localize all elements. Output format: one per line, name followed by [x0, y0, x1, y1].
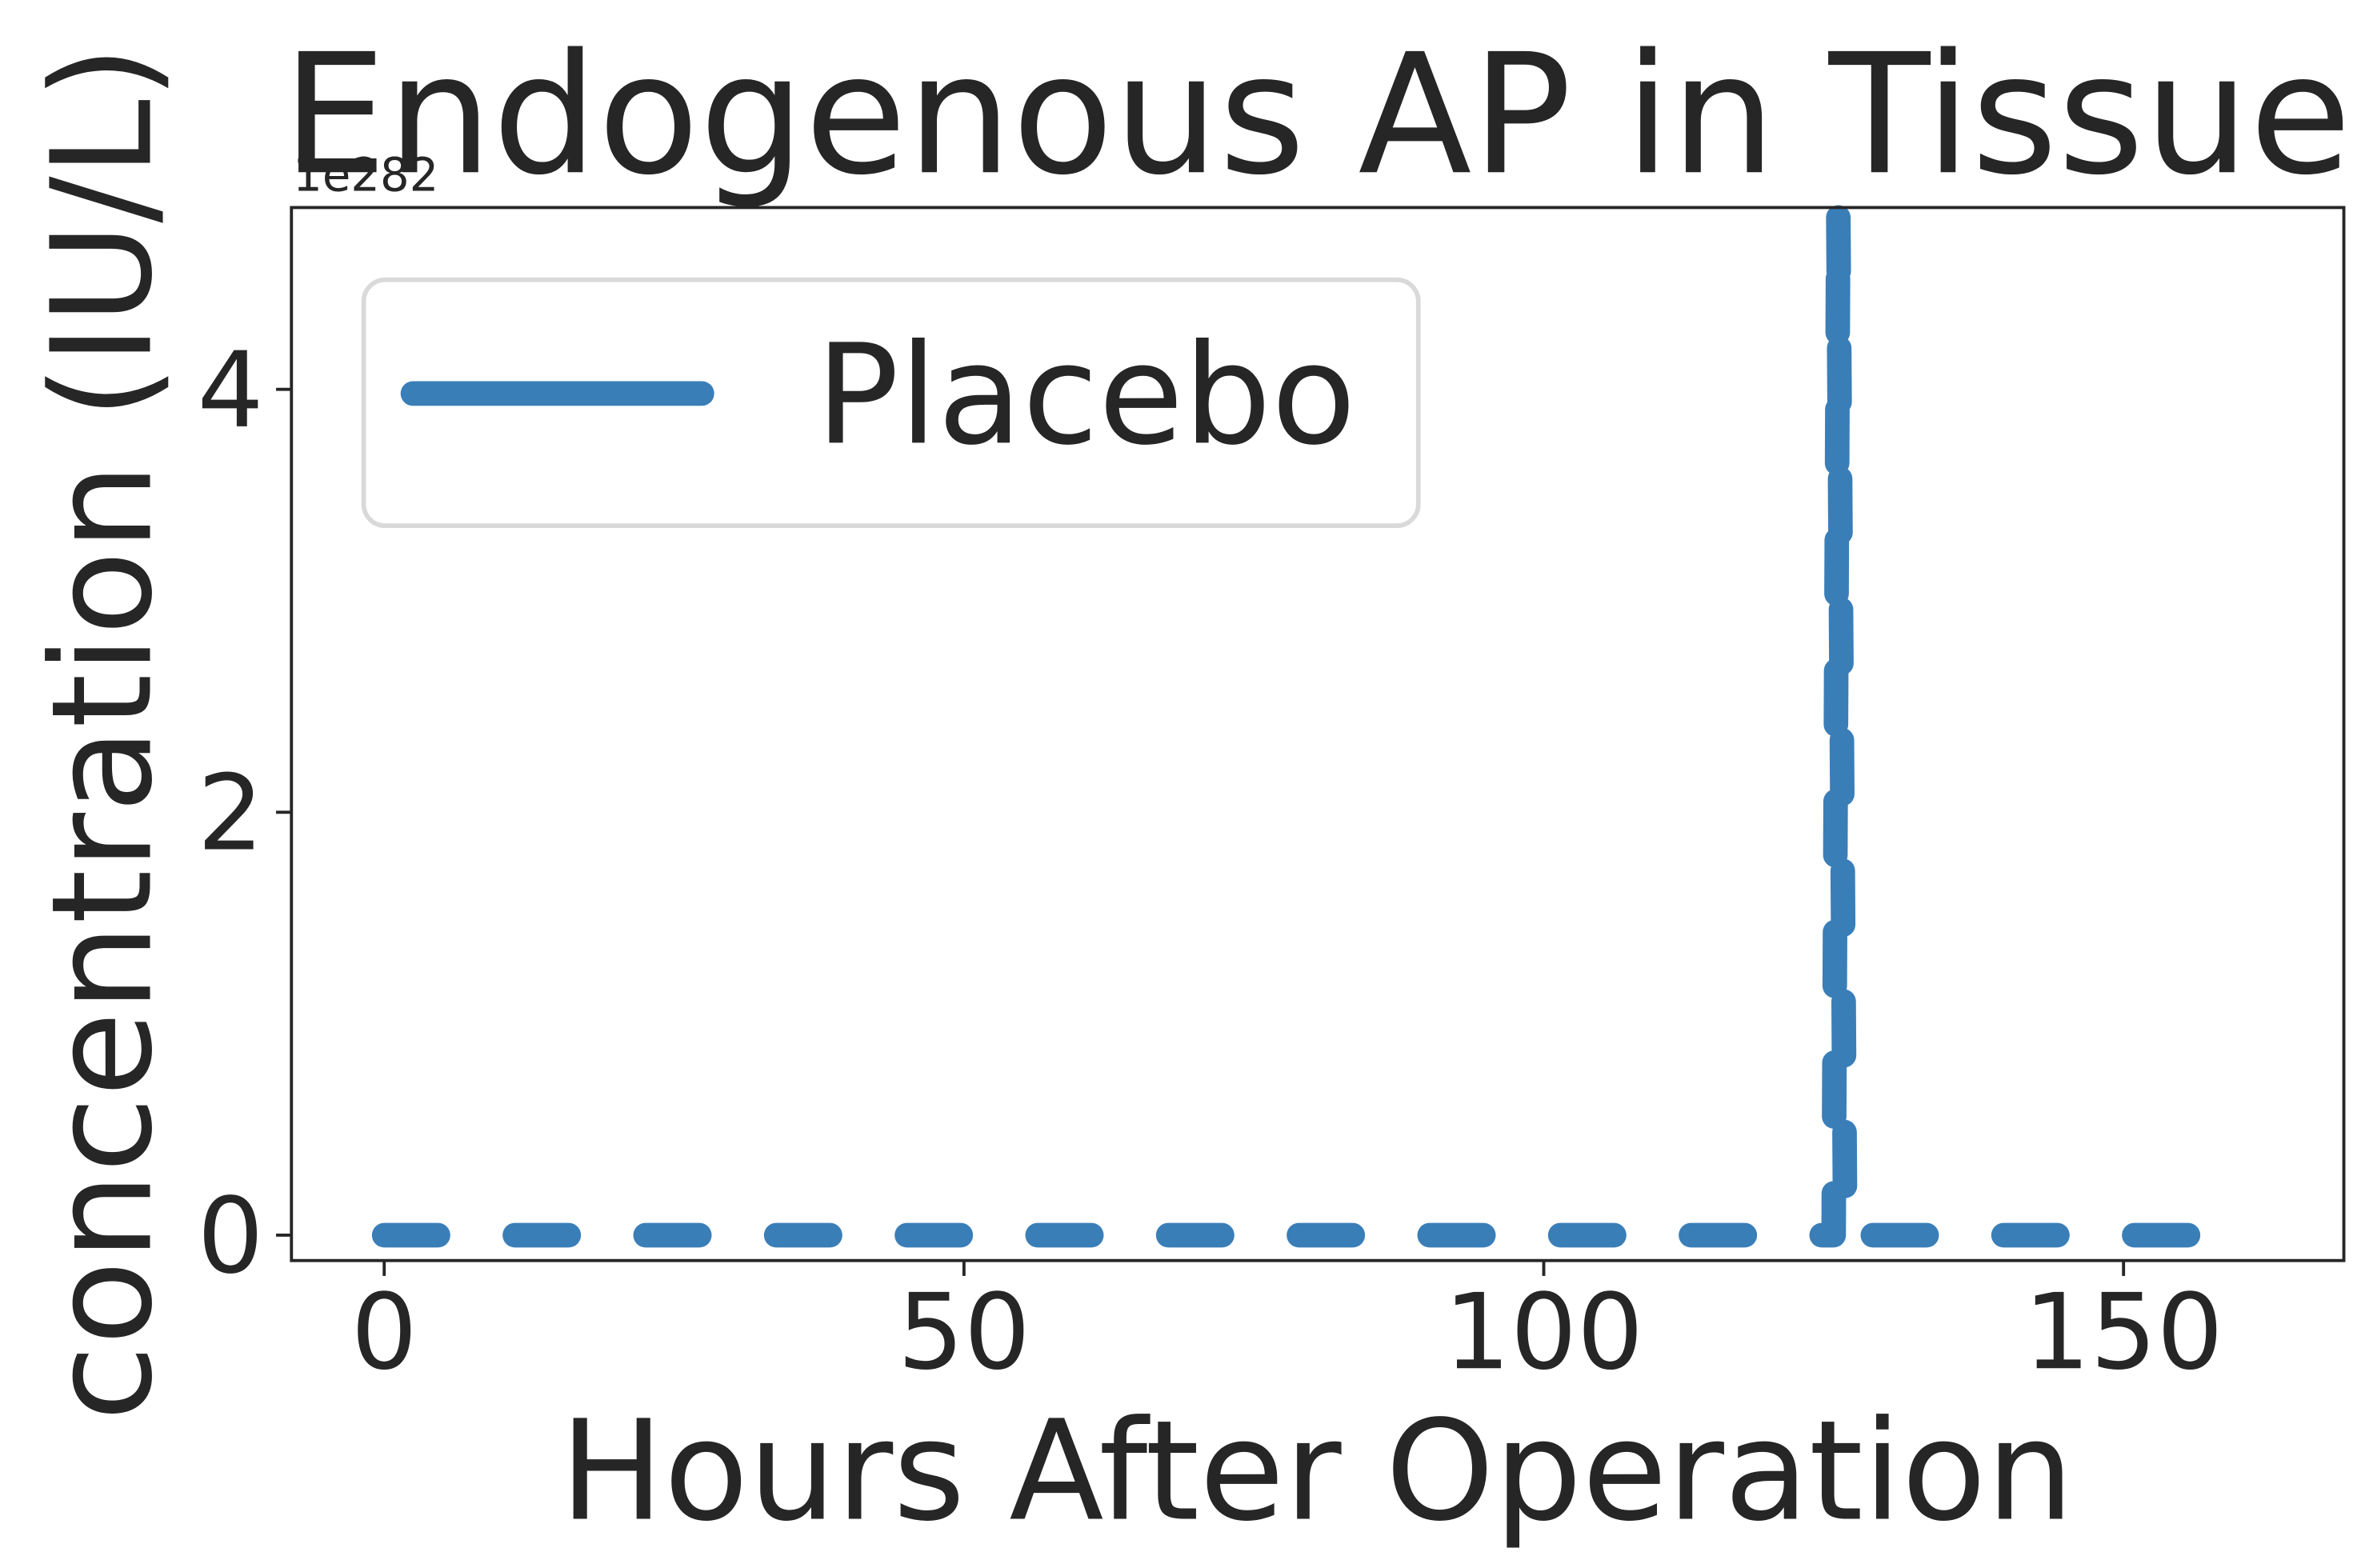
x-axis-label: Hours After Operation — [560, 1390, 2075, 1552]
y-tick-label: 0 — [198, 1175, 264, 1297]
x-tick-label: 100 — [1444, 1271, 1643, 1393]
series-layer — [371, 197, 2252, 1248]
y-axis-label: concentration (IU/L) — [21, 46, 182, 1422]
legend: Placebo — [361, 277, 1421, 529]
y-tick-label: 4 — [198, 330, 264, 451]
y-axis-ticks: 0 2 4 — [198, 330, 292, 1297]
x-tick-label: 50 — [898, 1271, 1030, 1393]
x-tick-label: 0 — [351, 1271, 418, 1393]
legend-label-placebo: Placebo — [816, 314, 1356, 475]
plot-area — [290, 197, 2346, 1262]
y-tick-label: 2 — [198, 752, 264, 874]
plot-frame — [290, 206, 2346, 1262]
x-tick-label: 150 — [2023, 1271, 2223, 1393]
chart-title: Endogenous AP in Tissue — [282, 18, 2351, 211]
series-line-placebo — [371, 197, 2252, 1248]
y-axis-offset-label: 1e282 — [293, 147, 438, 202]
legend-frame — [361, 277, 1421, 529]
x-axis-ticks: 0 50 100 150 — [351, 1260, 2223, 1393]
